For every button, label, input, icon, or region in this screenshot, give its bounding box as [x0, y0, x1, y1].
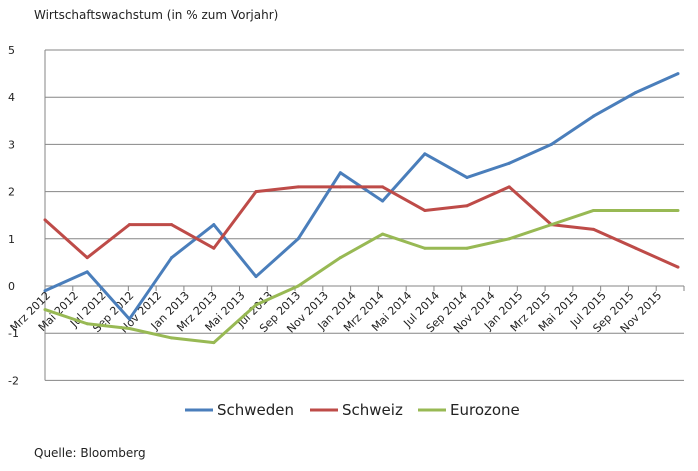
legend-label: Schweiz	[342, 401, 403, 419]
data-point-eurozone	[85, 322, 89, 326]
data-point-eurozone	[254, 303, 258, 307]
data-point-eurozone	[465, 246, 469, 250]
series-line-eurozone	[44, 208, 678, 345]
data-point-schweiz	[170, 223, 174, 227]
y-tick-label: -1	[8, 327, 19, 340]
data-point-schweiz	[592, 227, 596, 231]
data-point-schweiz	[381, 185, 385, 189]
data-point-schweden	[634, 90, 638, 94]
data-point-schweden	[85, 270, 89, 274]
data-point-schweden	[296, 237, 300, 241]
data-point-schweiz	[676, 265, 680, 269]
data-point-eurozone	[170, 336, 174, 340]
y-tick-label: 4	[8, 91, 15, 104]
data-point-schweiz	[127, 223, 131, 227]
data-point-eurozone	[212, 341, 216, 345]
data-point-schweden	[338, 171, 342, 175]
data-point-schweden	[43, 289, 47, 293]
data-point-eurozone	[43, 308, 47, 312]
data-point-schweden	[254, 275, 258, 279]
data-point-schweden	[592, 114, 596, 118]
data-point-schweiz	[634, 246, 638, 250]
y-tick-label: 1	[8, 233, 15, 246]
series-line-schweden	[44, 72, 679, 321]
data-point-schweden	[549, 142, 553, 146]
data-point-schweiz	[507, 185, 511, 189]
data-point-schweiz	[423, 208, 427, 212]
data-point-schweden	[465, 175, 469, 179]
data-point-schweiz	[212, 246, 216, 250]
data-point-eurozone	[338, 256, 342, 260]
data-point-eurozone	[549, 223, 553, 227]
data-point-eurozone	[423, 246, 427, 250]
legend-label: Schweden	[217, 401, 294, 419]
legend-label: Eurozone	[450, 401, 520, 419]
series-line-schweiz	[43, 185, 679, 269]
data-point-schweiz	[85, 256, 89, 260]
data-point-eurozone	[634, 208, 638, 212]
y-tick-label: -2	[8, 374, 19, 387]
y-tick-label: 0	[8, 280, 15, 293]
data-point-eurozone	[507, 237, 511, 241]
data-point-eurozone	[296, 284, 300, 288]
data-point-schweiz	[296, 185, 300, 189]
data-point-eurozone	[381, 232, 385, 236]
y-tick-label: 2	[8, 186, 15, 199]
data-point-schweiz	[254, 190, 258, 194]
data-point-schweden	[127, 317, 131, 321]
data-point-schweden	[423, 152, 427, 156]
y-tick-label: 5	[8, 44, 15, 57]
data-point-schweden	[212, 223, 216, 227]
data-point-eurozone	[676, 208, 680, 212]
data-point-schweden	[381, 199, 385, 203]
source-note: Quelle: Bloomberg	[34, 446, 146, 460]
chart-title: Wirtschaftswachstum (in % zum Vorjahr)	[34, 8, 279, 22]
data-point-schweiz	[338, 185, 342, 189]
data-point-schweden	[507, 161, 511, 165]
data-point-schweden	[676, 72, 680, 76]
data-point-schweiz	[465, 204, 469, 208]
data-point-eurozone	[127, 326, 131, 330]
y-tick-label: 3	[8, 138, 15, 151]
data-point-schweiz	[43, 218, 47, 222]
data-point-schweden	[170, 256, 174, 260]
data-point-eurozone	[592, 208, 596, 212]
